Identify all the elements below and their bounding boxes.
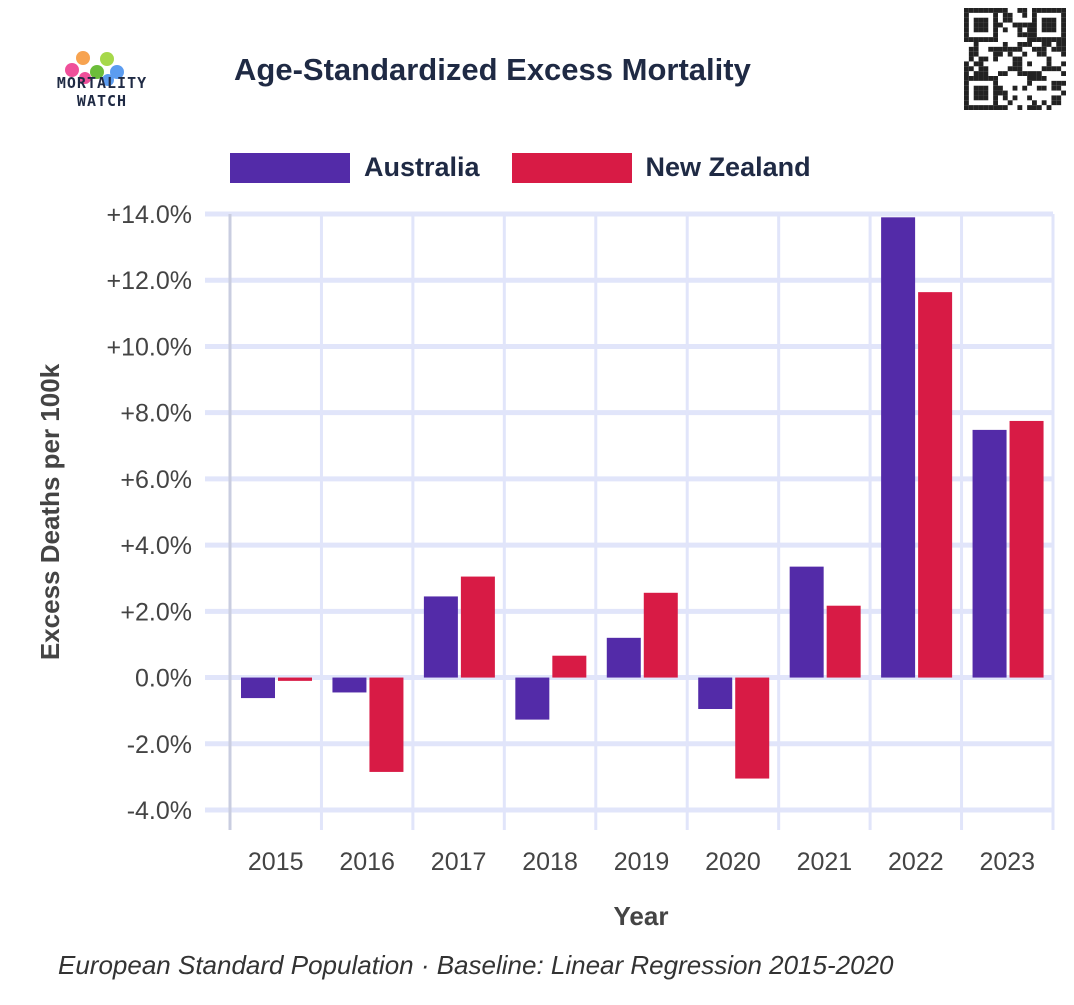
logo-text: MORTALITY WATCH [56, 74, 148, 110]
bar-new-zealand-2015 [278, 677, 312, 681]
legend-label-new-zealand: New Zealand [645, 152, 811, 182]
bar-australia-2015 [241, 677, 275, 699]
x-tick-label: 2022 [888, 848, 944, 876]
y-tick-label: -4.0% [127, 797, 192, 825]
x-axis-label: Year [614, 901, 669, 931]
y-tick-label: +12.0% [107, 267, 193, 295]
footer-note: European Standard Population · Baseline:… [58, 950, 894, 980]
y-axis-label: Excess Deaths per 100k [35, 363, 65, 660]
legend-swatch-australia [230, 152, 350, 183]
legend-swatch-new-zealand [511, 152, 632, 183]
bar-australia-2022 [881, 217, 916, 678]
chart-title: Age-Standardized Excess Mortality [234, 52, 751, 87]
x-tick-label: 2015 [248, 848, 304, 876]
mortality-watch-logo [65, 51, 124, 86]
bar-new-zealand-2023 [1009, 420, 1044, 678]
qr-code [964, 8, 1066, 110]
y-tick-label: +2.0% [120, 598, 192, 626]
x-tick-label: 2020 [705, 848, 761, 876]
bar-new-zealand-2016 [369, 677, 404, 772]
legend: Australia New Zealand [230, 152, 811, 183]
bar-australia-2019 [606, 637, 641, 678]
bar-new-zealand-2020 [735, 677, 770, 779]
bar-australia-2021 [789, 566, 824, 678]
x-tick-label: 2016 [339, 848, 395, 876]
x-tick-label: 2021 [797, 848, 853, 876]
bar-australia-2020 [698, 677, 733, 710]
bar-australia-2016 [332, 677, 367, 693]
x-tick-label: 2019 [614, 848, 670, 876]
legend-label-australia: Australia [364, 152, 480, 182]
y-tick-label: +10.0% [107, 333, 193, 361]
y-tick-label: +8.0% [120, 400, 192, 428]
bar-new-zealand-2017 [460, 576, 495, 678]
bar-new-zealand-2019 [643, 592, 678, 678]
x-tick-label: 2017 [431, 848, 487, 876]
x-tick-label: 2018 [522, 848, 578, 876]
bar-new-zealand-2018 [552, 655, 587, 678]
y-tick-label: 0.0% [135, 665, 192, 693]
bar-australia-2017 [423, 596, 458, 678]
bar-australia-2018 [515, 677, 550, 720]
bar-australia-2023 [972, 429, 1007, 678]
y-tick-label: +6.0% [120, 466, 192, 494]
bar-new-zealand-2021 [826, 605, 861, 678]
bar-new-zealand-2022 [918, 292, 953, 678]
y-tick-label: -2.0% [127, 731, 192, 759]
x-tick-label: 2023 [979, 848, 1035, 876]
y-tick-label: +4.0% [120, 532, 192, 560]
y-tick-label: +14.0% [107, 201, 193, 229]
